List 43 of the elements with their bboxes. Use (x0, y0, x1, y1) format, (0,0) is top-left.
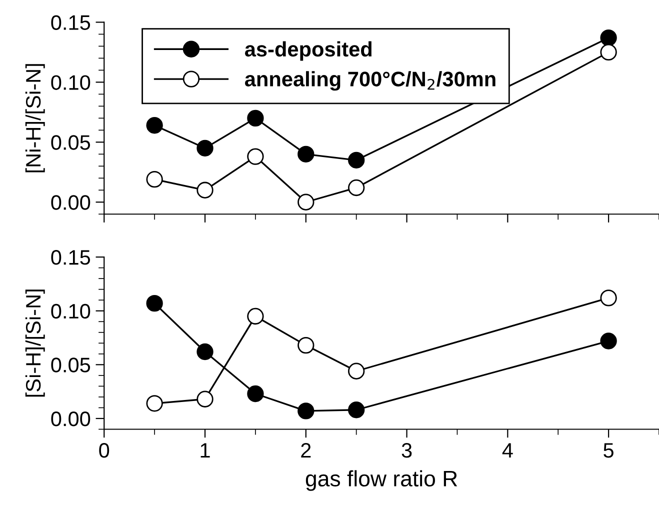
y-tick-label: 0.00 (51, 195, 90, 210)
y-tick-label: 0.05 (51, 135, 90, 150)
point (600, 290, 617, 306)
x-tick-label: 3 (402, 442, 412, 458)
point (146, 395, 163, 412)
point (196, 182, 214, 198)
point (247, 110, 264, 127)
point (600, 44, 617, 61)
point (247, 385, 264, 402)
point (146, 294, 163, 312)
point (348, 362, 365, 380)
legend-label: annealing 700°C/N$_{2}$/30mn (244, 71, 496, 91)
legend-label: as-deposited (244, 41, 372, 61)
y-tick-label: 0.10 (51, 75, 90, 90)
x-tick-label: 5 (604, 443, 614, 458)
y-tick-label: 0.10 (51, 304, 90, 319)
point (298, 402, 314, 420)
point (146, 171, 163, 188)
point (600, 332, 617, 350)
point (196, 140, 214, 156)
point (247, 308, 264, 325)
x-tick-label: 4 (502, 443, 513, 458)
point (146, 117, 163, 134)
point (348, 179, 365, 196)
point (298, 336, 314, 354)
point (196, 343, 214, 360)
y-axis-title: [Ni-H]/[Si-N] (25, 64, 45, 172)
x-tick-label: 1 (200, 443, 210, 458)
y-tick-label: 0.00 (51, 411, 90, 426)
point (298, 194, 314, 210)
y-tick-label: 0.15 (51, 15, 90, 30)
point (348, 152, 365, 168)
point (247, 148, 264, 165)
x-tick-label: 2 (301, 442, 311, 458)
point (298, 146, 314, 162)
point (600, 29, 617, 46)
x-axis-title: gas flow ratio R (306, 470, 458, 491)
y-axis-title: [Si-H]/[Si-N] (25, 290, 45, 397)
point (196, 390, 214, 408)
point (348, 402, 365, 418)
y-tick-label: 0.05 (51, 358, 90, 372)
y-tick-label: 0.15 (51, 250, 90, 265)
x-tick-label: 0 (99, 442, 110, 458)
